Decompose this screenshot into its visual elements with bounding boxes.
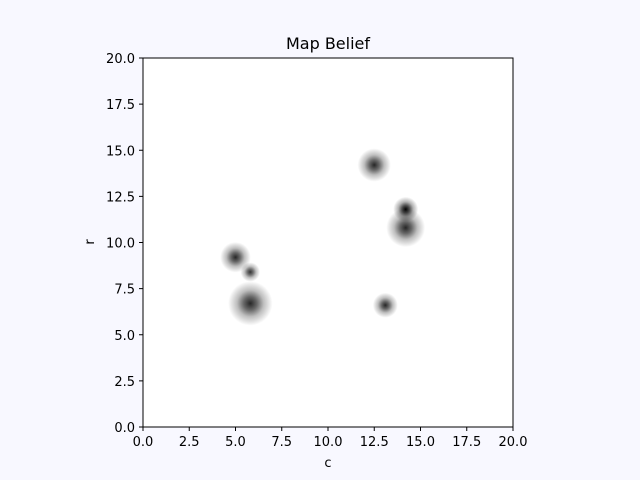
- plot-area: [143, 58, 513, 427]
- y-tick-label: 0.0: [114, 421, 135, 436]
- x-tick-label: 10.0: [314, 435, 343, 450]
- x-axis-label: c: [324, 456, 331, 471]
- y-tick-label: 15.0: [106, 144, 135, 159]
- x-tick-label: 0.0: [133, 435, 154, 450]
- belief-blob: [240, 262, 261, 282]
- x-tick-label: 20.0: [499, 435, 528, 450]
- y-axis-ticks: 0.0 2.5 5.0 7.5 10.0 12.5 15.0 17.5 20.0: [106, 52, 143, 436]
- x-tick-label: 12.5: [360, 435, 389, 450]
- y-tick-label: 17.5: [106, 98, 135, 113]
- belief-blob: [357, 148, 391, 182]
- y-tick-label: 20.0: [106, 52, 135, 67]
- chart-title: Map Belief: [286, 34, 370, 53]
- x-tick-label: 17.5: [452, 435, 481, 450]
- belief-blobs: [220, 148, 426, 326]
- x-axis-ticks: 0.0 2.5 5.0 7.5 10.0 12.5 15.0 17.5 20.0: [133, 427, 528, 450]
- y-tick-label: 2.5: [114, 375, 135, 390]
- belief-blob: [372, 292, 398, 318]
- x-tick-label: 2.5: [179, 435, 200, 450]
- y-tick-label: 10.0: [106, 237, 135, 252]
- y-tick-label: 5.0: [114, 329, 135, 344]
- y-tick-label: 7.5: [114, 283, 135, 298]
- x-tick-label: 7.5: [271, 435, 292, 450]
- y-axis-label: r: [83, 239, 98, 245]
- x-tick-label: 5.0: [225, 435, 246, 450]
- belief-blob: [228, 281, 273, 326]
- belief-blob: [386, 208, 426, 248]
- belief-blob: [220, 241, 251, 273]
- x-tick-label: 15.0: [406, 435, 435, 450]
- y-tick-label: 12.5: [106, 190, 135, 205]
